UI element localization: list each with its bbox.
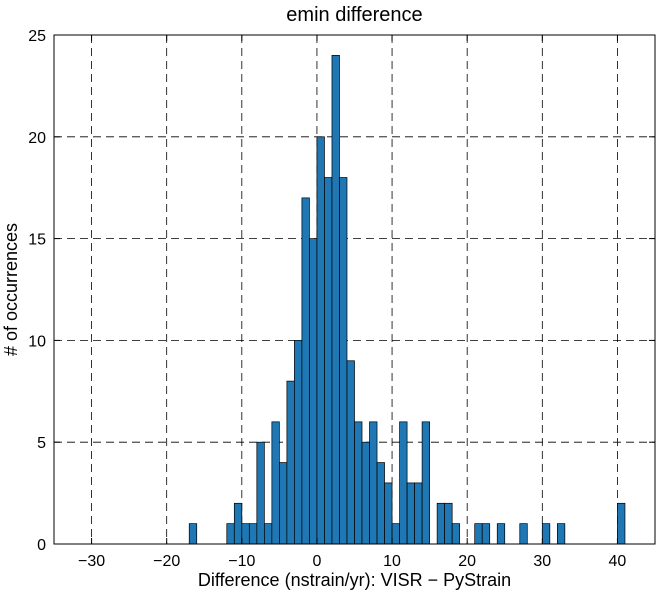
histogram-bar xyxy=(391,523,400,545)
histogram-bar xyxy=(286,380,295,545)
histogram-bar xyxy=(444,502,453,545)
histogram-bar xyxy=(301,197,310,545)
histogram-bar xyxy=(324,177,333,545)
histogram-bar xyxy=(451,523,461,545)
x-tick-label: −30 xyxy=(78,553,105,570)
histogram-bar xyxy=(474,523,483,545)
histogram-bar xyxy=(556,523,566,545)
x-tick-label: 20 xyxy=(458,553,476,570)
histogram-bar xyxy=(384,482,393,545)
plot-frame xyxy=(53,34,656,545)
x-tick-label: −20 xyxy=(153,553,180,570)
histogram-bar xyxy=(376,462,385,545)
histogram-bar xyxy=(294,340,303,545)
histogram-bar xyxy=(519,523,528,545)
x-tick-label: 0 xyxy=(312,553,321,570)
histogram-bar xyxy=(406,482,415,545)
y-tick-labels: 0 5 10 15 20 25 xyxy=(28,28,46,554)
histogram-bar xyxy=(369,421,378,545)
histogram-bar xyxy=(271,421,280,545)
histogram-bar xyxy=(256,441,265,545)
chart-title: emin difference xyxy=(286,4,422,26)
x-tick-label: 40 xyxy=(609,553,627,570)
histogram-bar xyxy=(226,523,235,545)
histogram-bar xyxy=(264,523,273,545)
histogram-bar xyxy=(541,523,551,545)
histogram-bar xyxy=(339,177,348,545)
x-tick-label: −10 xyxy=(228,553,255,570)
x-tick-label: 10 xyxy=(383,553,401,570)
histogram-bar xyxy=(316,136,325,545)
x-tick-labels: −30 −20 −10 0 10 20 30 40 xyxy=(78,553,626,570)
histogram-bar xyxy=(481,523,491,545)
y-axis-title: # of occurrences xyxy=(1,223,21,356)
histogram-bar xyxy=(309,238,318,545)
histogram-bar xyxy=(496,523,506,545)
y-tick-label: 5 xyxy=(37,435,46,452)
histogram-bar xyxy=(399,421,408,545)
histogram-bar xyxy=(279,462,288,545)
y-tick-label: 25 xyxy=(28,28,46,45)
histogram-bar xyxy=(436,502,446,545)
histogram-bar xyxy=(233,502,243,545)
histogram-bar xyxy=(331,55,340,545)
y-tick-label: 0 xyxy=(37,537,46,554)
histogram-bar xyxy=(248,523,258,545)
histogram-bar xyxy=(421,421,430,545)
histogram-bar xyxy=(346,360,355,545)
histogram-bar xyxy=(414,482,423,545)
x-tick-label: 30 xyxy=(533,553,551,570)
axis-ticks xyxy=(54,34,655,545)
histogram-bar xyxy=(617,502,626,545)
histogram-bar xyxy=(241,523,250,545)
y-tick-label: 15 xyxy=(28,232,46,249)
histogram-bar xyxy=(188,523,198,545)
histogram-bars xyxy=(188,55,626,545)
histogram-bar xyxy=(354,421,363,545)
y-tick-label: 20 xyxy=(28,130,46,147)
histogram-bar xyxy=(361,441,370,545)
y-tick-label: 10 xyxy=(28,333,46,350)
x-axis-title: Difference (nstrain/yr): VISR − PyStrain xyxy=(198,570,511,590)
